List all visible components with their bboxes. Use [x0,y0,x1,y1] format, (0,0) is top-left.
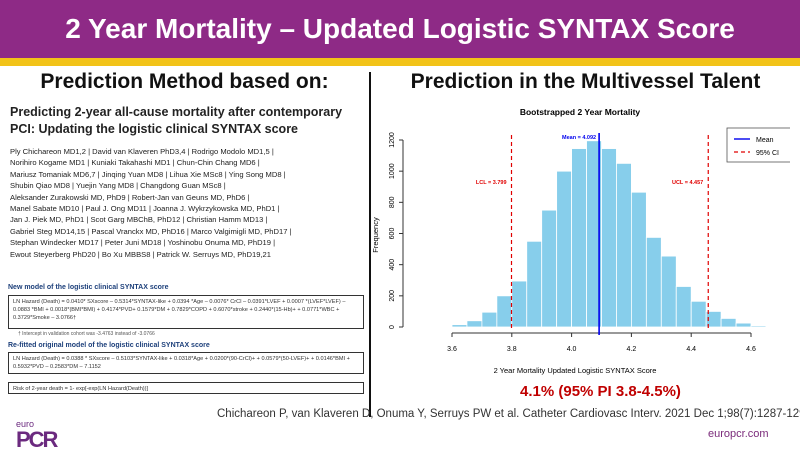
histogram-bar [512,281,527,327]
histogram-bar [691,301,706,327]
y-tick-label: 600 [389,228,396,240]
accent-band [0,58,800,66]
x-tick-label: 4.4 [686,346,696,353]
author-line: Manel Sabate MD10 | Paul J. Ong MD11 | J… [10,203,370,214]
right-subtitle: Prediction in the Multivessel Talent [371,70,800,94]
histogram-bar [736,323,751,327]
histogram-bar [661,256,676,327]
y-axis-label: Frequency [371,217,380,253]
intercept-note: † Intercept in validation cohort was -3.… [18,331,155,337]
left-subtitle: Prediction Method based on: [0,70,369,94]
author-line: Mariusz Tomaniak MD6,7 | Jinqing Yuan MD… [10,169,370,180]
author-line: Aleksander Zurakowski MD, PhD9 | Robert-… [10,192,370,203]
histogram-bar [527,241,542,327]
histogram-bar [751,326,766,327]
x-tick-label: 4.6 [746,346,756,353]
histogram-chart: Bootstrapped 2 Year Mortality 3.6 3.8 4.0 4.… [370,95,790,385]
author-line: Jan J. Piek MD, PhD1 | Scot Garg MBChB, … [10,214,370,225]
author-line: Norihiro Kogame MD1 | Kuniaki Takahashi … [10,157,370,168]
x-tick-label: 4.0 [567,346,577,353]
histogram-bar [572,149,587,327]
histogram-bar [467,321,482,327]
histogram-bar [497,296,512,327]
histogram-bar [721,318,736,327]
paper-title: Predicting 2-year all-cause mortality af… [10,104,360,138]
ucl-label: UCL = 4.457 [672,180,703,186]
author-line: Stephan Windecker MD17 | Peter Juni MD18… [10,237,370,248]
risk-formula: Risk of 2-year death = 1- exp[-exp(LN Ha… [8,382,364,394]
prediction-result: 4.1% (95% PI 3.8-4.5%) [520,383,681,400]
histogram-bar [631,192,646,327]
slide-title: 2 Year Mortality – Updated Logistic SYNT… [0,0,800,58]
histogram-bar [646,237,661,327]
histogram-bar [452,325,467,327]
author-line: Ewout Steyerberg PhD20 | Bo Xu MBBS8 | P… [10,249,370,260]
y-tick-label: 200 [389,290,396,302]
legend-label: Mean [756,137,774,144]
x-axis-label: 2 Year Mortality Updated Logistic SYNTAX… [494,366,657,375]
chart-title: Bootstrapped 2 Year Mortality [520,107,641,117]
histogram-bar [602,149,617,327]
histogram-bar [616,163,631,327]
refit-heading: Re-fitted original model of the logistic… [8,342,210,349]
y-tick-label: 800 [389,196,396,208]
author-line: Gabriel Steg MD14,15 | Pascal Vranckx MD… [10,226,370,237]
footer-url: europcr.com [708,428,769,440]
x-tick-label: 4.2 [627,346,637,353]
author-list: Ply Chichareon MD1,2 | David van Klavere… [10,146,370,260]
histogram-bar [557,171,572,327]
lcl-label: LCL = 3.799 [476,180,507,186]
y-tick-label: 1200 [389,132,396,148]
new-model-heading: New model of the logistic clinical SYNTA… [8,284,169,291]
legend-label: 95% CI [756,150,779,157]
y-tick-label: 1000 [389,163,396,179]
new-model-formula: LN Hazard (Death) = 0.0410* SXscore – 0.… [8,295,364,329]
x-tick-label: 3.6 [447,346,457,353]
histogram-bar [482,312,497,327]
citation: Chichareon P, van Klaveren D, Onuma Y, S… [217,408,800,420]
histogram-bar [542,210,557,327]
x-tick-label: 3.8 [507,346,517,353]
histogram-bar [676,286,691,327]
refit-formula: LN Hazard (Death) = 0.0388 * SXscore – 0… [8,352,364,374]
mean-label: Mean = 4.092 [562,135,596,141]
author-line: Shubin Qiao MD8 | Yuejin Yang MD8 | Chan… [10,180,370,191]
y-tick-label: 0 [389,325,396,329]
y-tick-label: 400 [389,259,396,271]
author-line: Ply Chichareon MD1,2 | David van Klavere… [10,146,370,157]
